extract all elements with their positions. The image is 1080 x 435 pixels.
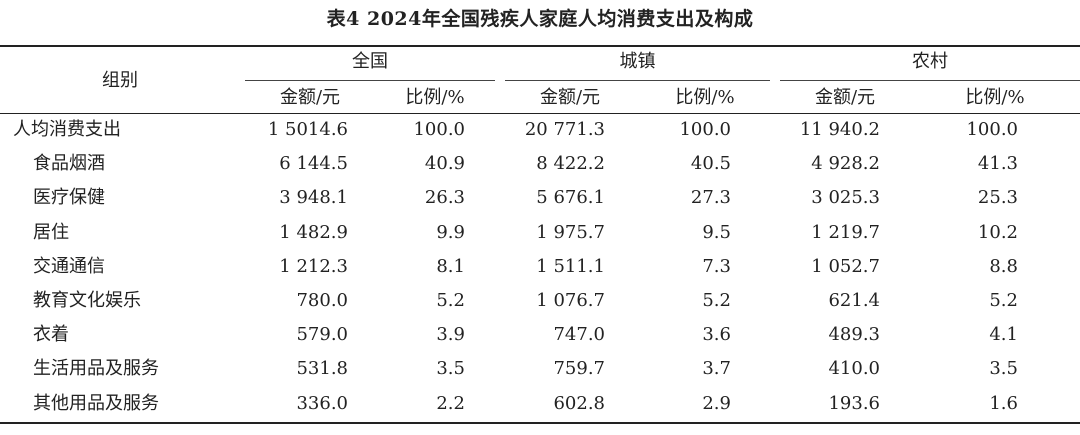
group-header-rural: 农村 — [912, 51, 948, 72]
amount-cell: 747.0 — [553, 324, 605, 346]
amount-cell: 8 422.2 — [536, 153, 605, 175]
ratio-cell: 40.9 — [424, 153, 465, 175]
header-rule — [0, 113, 1080, 114]
amount-cell: 1 511.1 — [536, 255, 605, 277]
ratio-cell: 2.2 — [436, 392, 465, 414]
ratio-cell: 100.0 — [679, 119, 731, 140]
group-header-national: 全国 — [352, 51, 388, 72]
group-header-urban: 城镇 — [619, 51, 656, 72]
subheader-amount: 金额/元 — [279, 87, 341, 108]
amount-cell: 602.8 — [553, 392, 605, 414]
row-label: 人均消费支出 — [13, 119, 121, 140]
bottom-rule — [0, 422, 1080, 424]
ratio-cell: 7.3 — [702, 255, 731, 277]
ratio-cell: 3.7 — [702, 358, 731, 380]
ratio-cell: 100.0 — [413, 119, 465, 140]
amount-cell: 579.0 — [296, 324, 348, 346]
subheader-amount: 金额/元 — [539, 87, 601, 108]
ratio-cell: 3.9 — [436, 324, 465, 346]
ratio-cell: 5.2 — [436, 290, 465, 311]
row-label: 教育文化娱乐 — [33, 290, 141, 311]
ratio-cell: 41.3 — [977, 153, 1018, 175]
ratio-cell: 100.0 — [966, 119, 1018, 140]
ratio-cell: 2.9 — [702, 392, 731, 414]
ratio-cell: 4.1 — [989, 324, 1018, 346]
group-column-header: 组别 — [102, 70, 138, 91]
amount-cell: 11 940.2 — [799, 119, 880, 140]
ratio-cell: 9.5 — [702, 221, 731, 243]
top-rule — [0, 45, 1080, 47]
ratio-cell: 3.5 — [989, 358, 1018, 380]
amount-cell: 1 5014.6 — [267, 119, 348, 140]
amount-cell: 531.8 — [296, 358, 348, 380]
ratio-cell: 9.9 — [436, 221, 465, 243]
ratio-cell: 8.8 — [989, 255, 1018, 277]
ratio-cell: 26.3 — [424, 187, 465, 209]
row-label: 食品烟酒 — [33, 153, 105, 175]
amount-cell: 5 676.1 — [536, 187, 605, 209]
row-label: 居住 — [33, 221, 69, 243]
ratio-cell: 10.2 — [977, 221, 1018, 243]
amount-cell: 780.0 — [296, 290, 348, 311]
ratio-cell: 3.6 — [702, 324, 731, 346]
subheader-ratio: 比例/% — [675, 87, 735, 108]
ratio-cell: 8.1 — [436, 255, 465, 277]
subheader-ratio: 比例/% — [965, 87, 1025, 108]
ratio-cell: 25.3 — [977, 187, 1018, 209]
amount-cell: 20 771.3 — [524, 119, 605, 140]
row-label: 生活用品及服务 — [33, 358, 159, 380]
row-label: 其他用品及服务 — [33, 392, 159, 414]
row-label: 衣着 — [33, 324, 69, 346]
row-label: 交通通信 — [33, 255, 105, 277]
ratio-cell: 3.5 — [436, 358, 465, 380]
amount-cell: 1 052.7 — [811, 255, 880, 277]
row-label: 医疗保健 — [33, 187, 105, 209]
table-title: 表4 2024年全国残疾人家庭人均消费支出及构成 — [326, 8, 754, 30]
amount-cell: 6 144.5 — [279, 153, 348, 175]
ratio-cell: 5.2 — [989, 290, 1018, 311]
ratio-cell: 5.2 — [702, 290, 731, 311]
amount-cell: 3 025.3 — [811, 187, 880, 209]
amount-cell: 1 212.3 — [279, 255, 348, 277]
amount-cell: 489.3 — [828, 324, 880, 346]
amount-cell: 621.4 — [828, 290, 880, 311]
amount-cell: 3 948.1 — [279, 187, 348, 209]
subheader-ratio: 比例/% — [405, 87, 465, 108]
amount-cell: 1 219.7 — [811, 221, 880, 243]
amount-cell: 410.0 — [828, 358, 880, 380]
ratio-cell: 1.6 — [989, 392, 1018, 414]
group-underline-national — [245, 80, 495, 81]
amount-cell: 1 482.9 — [279, 221, 348, 243]
amount-cell: 759.7 — [553, 358, 605, 380]
ratio-cell: 27.3 — [690, 187, 731, 209]
amount-cell: 4 928.2 — [811, 153, 880, 175]
subheader-amount: 金额/元 — [814, 87, 876, 108]
amount-cell: 336.0 — [296, 392, 348, 414]
amount-cell: 1 975.7 — [536, 221, 605, 243]
group-underline-rural — [780, 80, 1080, 81]
amount-cell: 193.6 — [828, 392, 880, 414]
amount-cell: 1 076.7 — [536, 290, 605, 311]
group-underline-urban — [505, 80, 770, 81]
ratio-cell: 40.5 — [690, 153, 731, 175]
